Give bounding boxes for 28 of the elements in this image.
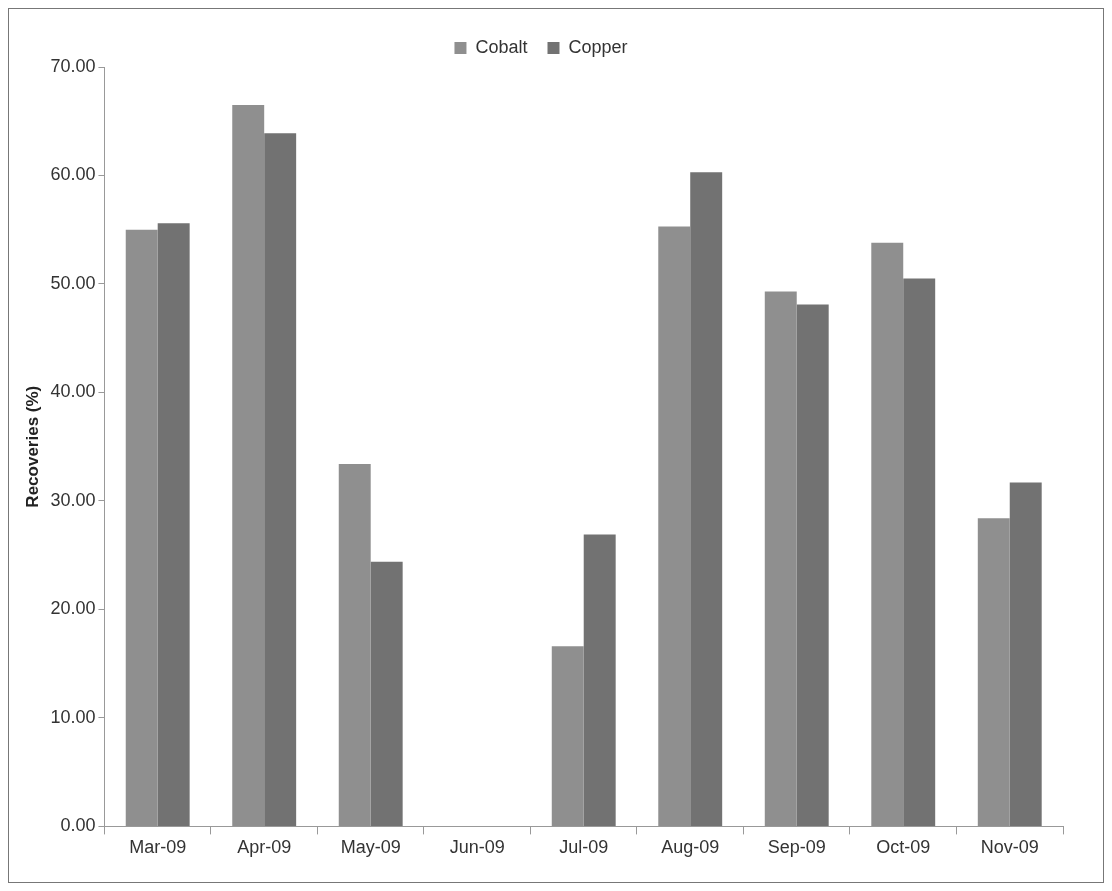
bar (264, 133, 297, 826)
y-tick-label: 70.00 (50, 55, 96, 76)
legend-label: Cobalt (475, 36, 528, 57)
x-tick-label: Jun-09 (449, 837, 505, 858)
x-tick-label: May-09 (340, 837, 401, 858)
y-tick-label: 50.00 (50, 272, 96, 293)
y-tick-label: 20.00 (50, 598, 96, 619)
x-tick-label: Nov-09 (980, 837, 1039, 858)
x-tick-label: Mar-09 (129, 837, 187, 858)
bar (1009, 482, 1042, 826)
y-tick-label: 60.00 (50, 164, 96, 185)
bar (690, 172, 723, 826)
bar (583, 534, 616, 826)
x-tick-label: Sep-09 (767, 837, 826, 858)
y-axis-title: Recoveries (%) (22, 385, 42, 508)
x-tick-label: Apr-09 (237, 837, 292, 858)
y-tick-label: 10.00 (50, 706, 96, 727)
bar (903, 278, 936, 826)
y-tick-label: 0.00 (60, 815, 96, 836)
y-tick-label: 40.00 (50, 381, 96, 402)
bar (370, 561, 403, 826)
legend-label: Copper (568, 36, 628, 57)
x-tick-label: Aug-09 (661, 837, 720, 858)
x-tick-label: Oct-09 (876, 837, 931, 858)
y-tick-label: 30.00 (50, 489, 96, 510)
bar (796, 304, 829, 826)
x-tick-label: Jul-09 (559, 837, 609, 858)
bar (157, 223, 190, 826)
